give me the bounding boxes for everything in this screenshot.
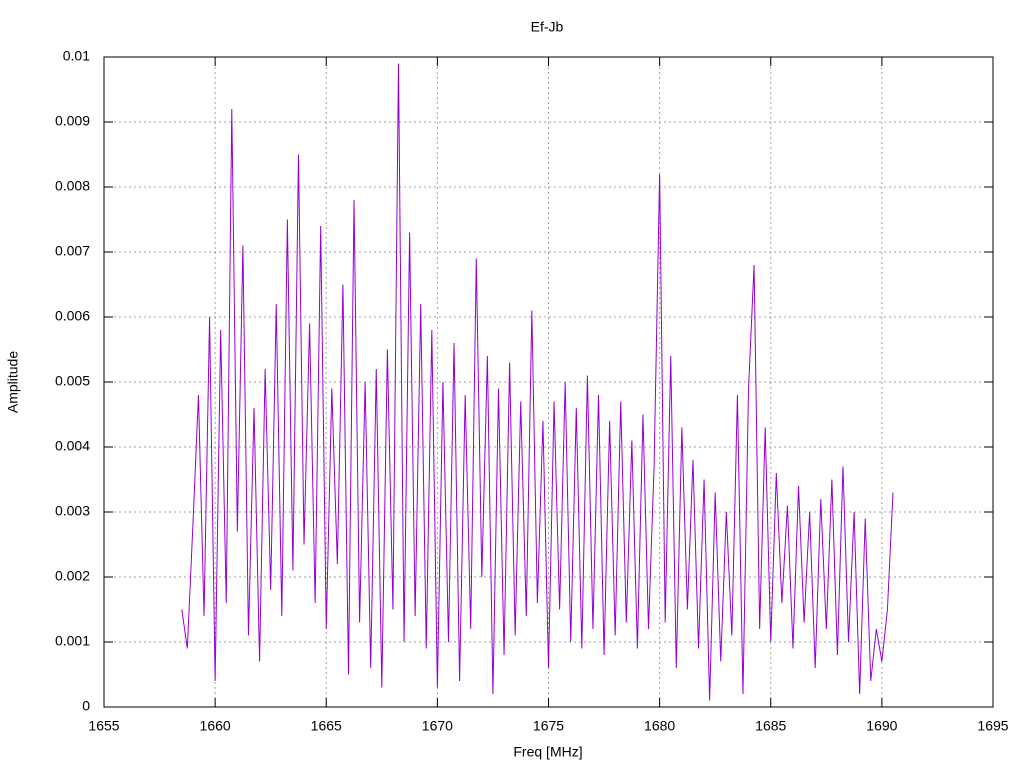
y-tick-label: 0.008 [55,178,90,194]
y-tick-label: 0.001 [55,633,90,649]
x-tick-label: 1695 [977,718,1008,734]
y-tick-label: 0 [82,698,90,714]
x-axis-label: Freq [MHz] [513,744,582,760]
x-tick-label: 1665 [311,718,342,734]
y-tick-label: 0.01 [63,48,90,64]
data-line [181,63,894,701]
y-tick-label: 0.003 [55,503,90,519]
y-axis-label: Amplitude [5,351,21,413]
x-tick-label: 1670 [422,718,453,734]
x-tick-label: 1685 [755,718,786,734]
y-tick-label: 0.002 [55,568,90,584]
y-tick-label: 0.005 [55,373,90,389]
x-tick-label: 1655 [88,718,119,734]
y-tick-label: 0.009 [55,113,90,129]
y-tick-label: 0.006 [55,308,90,324]
x-tick-label: 1690 [866,718,897,734]
y-tick-label: 0.007 [55,243,90,259]
plot-frame [103,56,994,708]
chart-title: Ef-Jb [531,19,564,35]
x-tick-label: 1675 [533,718,564,734]
x-tick-label: 1680 [644,718,675,734]
x-tick-label: 1660 [200,718,231,734]
y-tick-label: 0.004 [55,438,90,454]
